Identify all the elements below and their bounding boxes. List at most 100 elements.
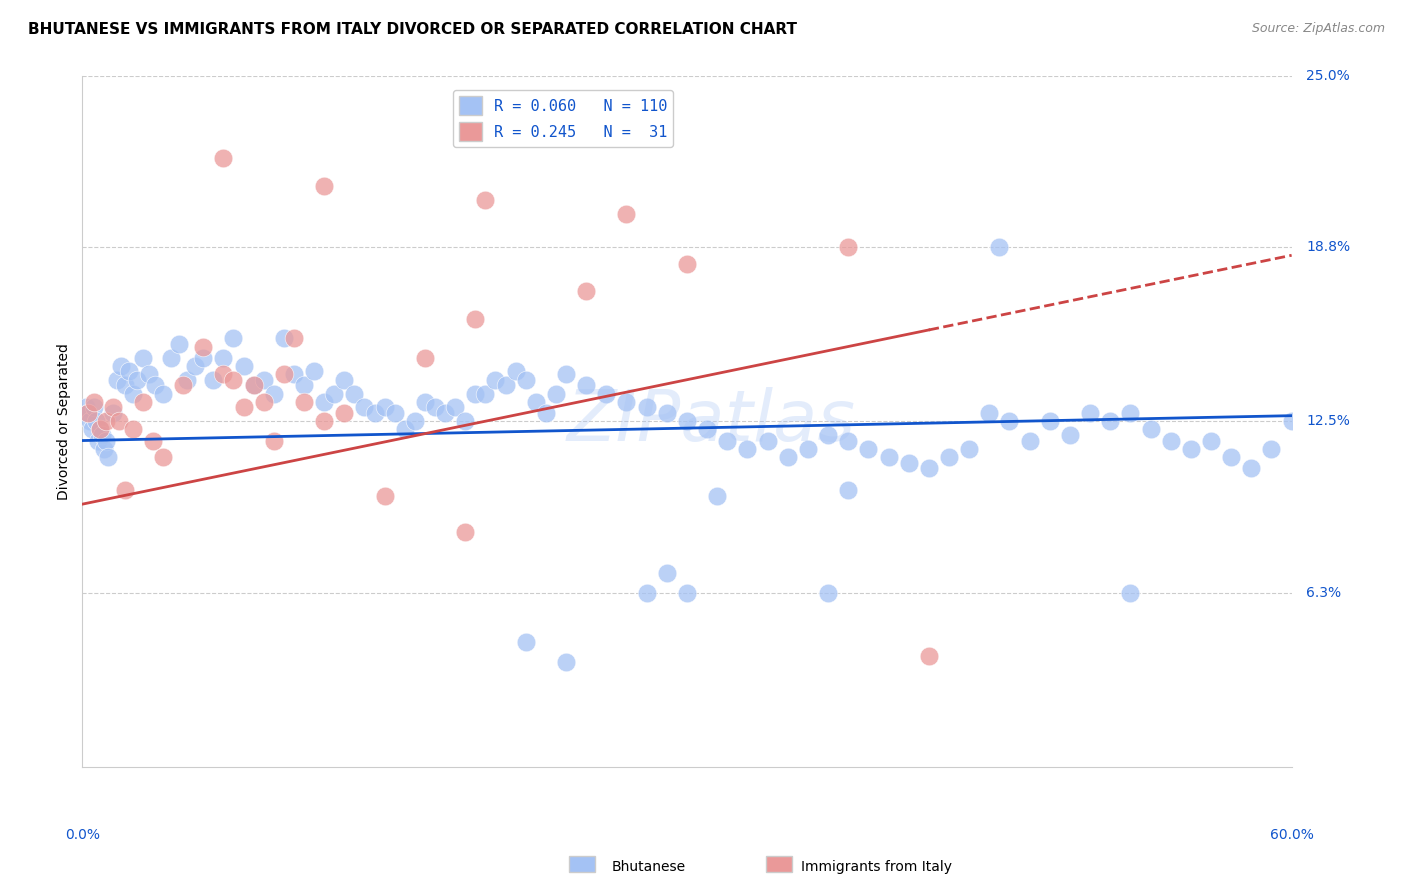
Point: [454, 524, 477, 539]
Point: [434, 406, 457, 420]
Text: Bhutanese: Bhutanese: [612, 860, 686, 874]
Point: [143, 378, 166, 392]
Point: [413, 351, 436, 365]
Point: [515, 635, 537, 649]
Point: [474, 193, 496, 207]
Point: [737, 442, 759, 456]
Point: [1180, 442, 1202, 456]
Text: 12.5%: 12.5%: [1306, 414, 1350, 428]
Point: [132, 394, 155, 409]
Point: [716, 434, 738, 448]
Point: [132, 351, 155, 365]
Point: [636, 585, 658, 599]
Point: [172, 378, 194, 392]
Point: [107, 414, 129, 428]
Text: 0.0%: 0.0%: [65, 828, 100, 842]
Text: 60.0%: 60.0%: [1270, 828, 1313, 842]
Point: [1018, 434, 1040, 448]
Point: [87, 434, 110, 448]
Point: [1039, 414, 1062, 428]
Point: [212, 367, 235, 381]
Point: [160, 351, 183, 365]
Point: [89, 422, 111, 436]
Point: [616, 394, 638, 409]
Point: [138, 367, 160, 381]
Text: ZIPatlas: ZIPatlas: [567, 387, 856, 456]
Point: [655, 566, 678, 581]
Point: [202, 373, 225, 387]
Point: [117, 364, 139, 378]
Point: [616, 207, 638, 221]
Point: [292, 378, 315, 392]
Point: [877, 450, 900, 464]
Point: [797, 442, 820, 456]
Point: [474, 386, 496, 401]
Text: BHUTANESE VS IMMIGRANTS FROM ITALY DIVORCED OR SEPARATED CORRELATION CHART: BHUTANESE VS IMMIGRANTS FROM ITALY DIVOR…: [28, 22, 797, 37]
Legend: R = 0.060   N = 110, R = 0.245   N =  31: R = 0.060 N = 110, R = 0.245 N = 31: [453, 90, 673, 147]
Point: [121, 386, 143, 401]
Point: [142, 434, 165, 448]
Point: [323, 386, 346, 401]
Point: [454, 414, 477, 428]
Point: [484, 373, 506, 387]
Point: [636, 401, 658, 415]
Point: [314, 179, 336, 194]
Point: [413, 394, 436, 409]
Point: [193, 351, 215, 365]
Text: 25.0%: 25.0%: [1306, 69, 1350, 83]
Point: [353, 401, 375, 415]
Point: [817, 585, 839, 599]
Text: 6.3%: 6.3%: [1306, 586, 1341, 599]
Point: [83, 394, 105, 409]
Point: [152, 450, 174, 464]
Point: [82, 422, 104, 436]
Point: [988, 240, 1011, 254]
Point: [333, 373, 356, 387]
Point: [655, 406, 678, 420]
Point: [79, 414, 101, 428]
Point: [292, 394, 315, 409]
Point: [77, 406, 100, 420]
Point: [1099, 414, 1122, 428]
Point: [152, 386, 174, 401]
Point: [756, 434, 779, 448]
Point: [444, 401, 467, 415]
Point: [595, 386, 617, 401]
Point: [1139, 422, 1161, 436]
Point: [524, 394, 547, 409]
Point: [83, 401, 105, 415]
Point: [918, 649, 941, 664]
Point: [706, 489, 728, 503]
Point: [515, 373, 537, 387]
Point: [253, 373, 276, 387]
Point: [273, 331, 295, 345]
Point: [263, 386, 285, 401]
Point: [575, 284, 598, 298]
Y-axis label: Divorced or Separated: Divorced or Separated: [58, 343, 72, 500]
Point: [384, 406, 406, 420]
Point: [125, 373, 148, 387]
Point: [93, 442, 115, 456]
Point: [242, 378, 264, 392]
Point: [897, 456, 920, 470]
Point: [555, 367, 578, 381]
Point: [464, 386, 486, 401]
Point: [114, 378, 136, 392]
Point: [374, 489, 396, 503]
Point: [314, 394, 336, 409]
Point: [242, 378, 264, 392]
Point: [212, 351, 235, 365]
Point: [105, 373, 128, 387]
Point: [302, 364, 325, 378]
Point: [394, 422, 416, 436]
Point: [77, 406, 100, 420]
Point: [544, 386, 567, 401]
Point: [86, 414, 108, 428]
Point: [464, 311, 486, 326]
Point: [998, 414, 1021, 428]
Point: [193, 339, 215, 353]
Point: [101, 401, 124, 415]
Point: [1240, 461, 1263, 475]
Text: Immigrants from Italy: Immigrants from Italy: [801, 860, 952, 874]
Point: [343, 386, 366, 401]
